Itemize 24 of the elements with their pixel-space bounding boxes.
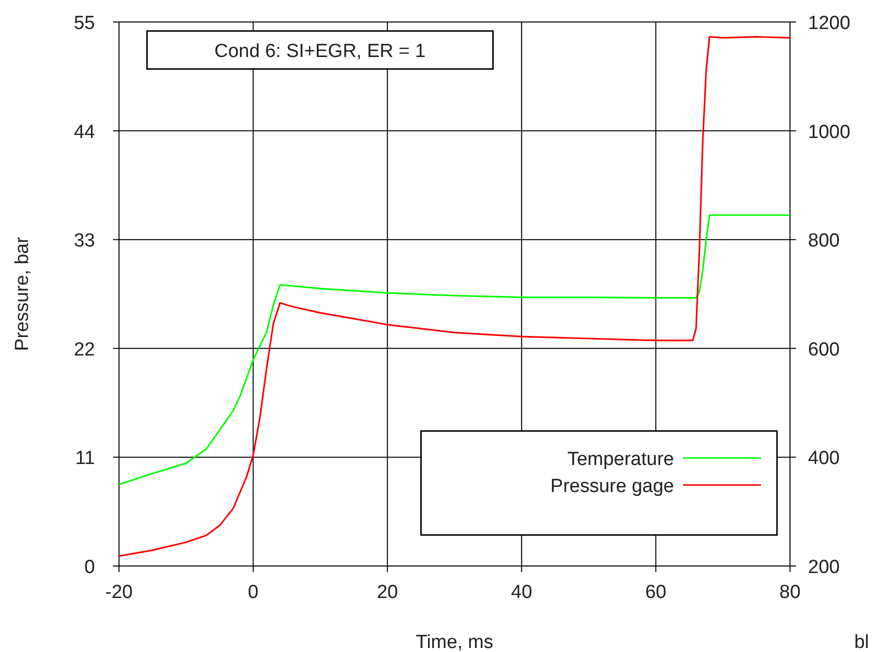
y2-tick-label: 800 xyxy=(808,230,840,252)
x-tick-label: 80 xyxy=(779,582,801,603)
legend-label: Temperature xyxy=(567,449,674,470)
y-axis-title: Pressure, bar xyxy=(12,236,33,352)
y2-tick-label: 1200 xyxy=(808,13,850,34)
y2-tick-label: 1000 xyxy=(808,122,850,143)
y-tick-label: 22 xyxy=(74,339,95,360)
annotation: Cond 6: SI+EGR, ER = 1 xyxy=(214,41,426,62)
y2-tick-label: 600 xyxy=(808,339,840,360)
x-tick-label: 20 xyxy=(376,582,398,603)
legend-label: Pressure gage xyxy=(550,476,674,497)
x-tick-label: -20 xyxy=(105,582,133,603)
text: bl xyxy=(854,632,869,652)
y2-tick-label: 400 xyxy=(808,448,840,470)
x-tick-label: 60 xyxy=(645,582,666,603)
y-tick-label: 0 xyxy=(84,557,95,578)
x-tick-label: 40 xyxy=(511,582,532,603)
x-axis-title: Time, ms xyxy=(416,632,494,652)
y-tick-label: 44 xyxy=(74,122,96,143)
x-tick-label: 0 xyxy=(248,582,258,603)
y-tick-label: 55 xyxy=(74,13,95,34)
y2-tick-label: 200 xyxy=(808,557,840,578)
y-tick-label: 11 xyxy=(75,448,95,470)
y-tick-label: 33 xyxy=(74,230,95,252)
